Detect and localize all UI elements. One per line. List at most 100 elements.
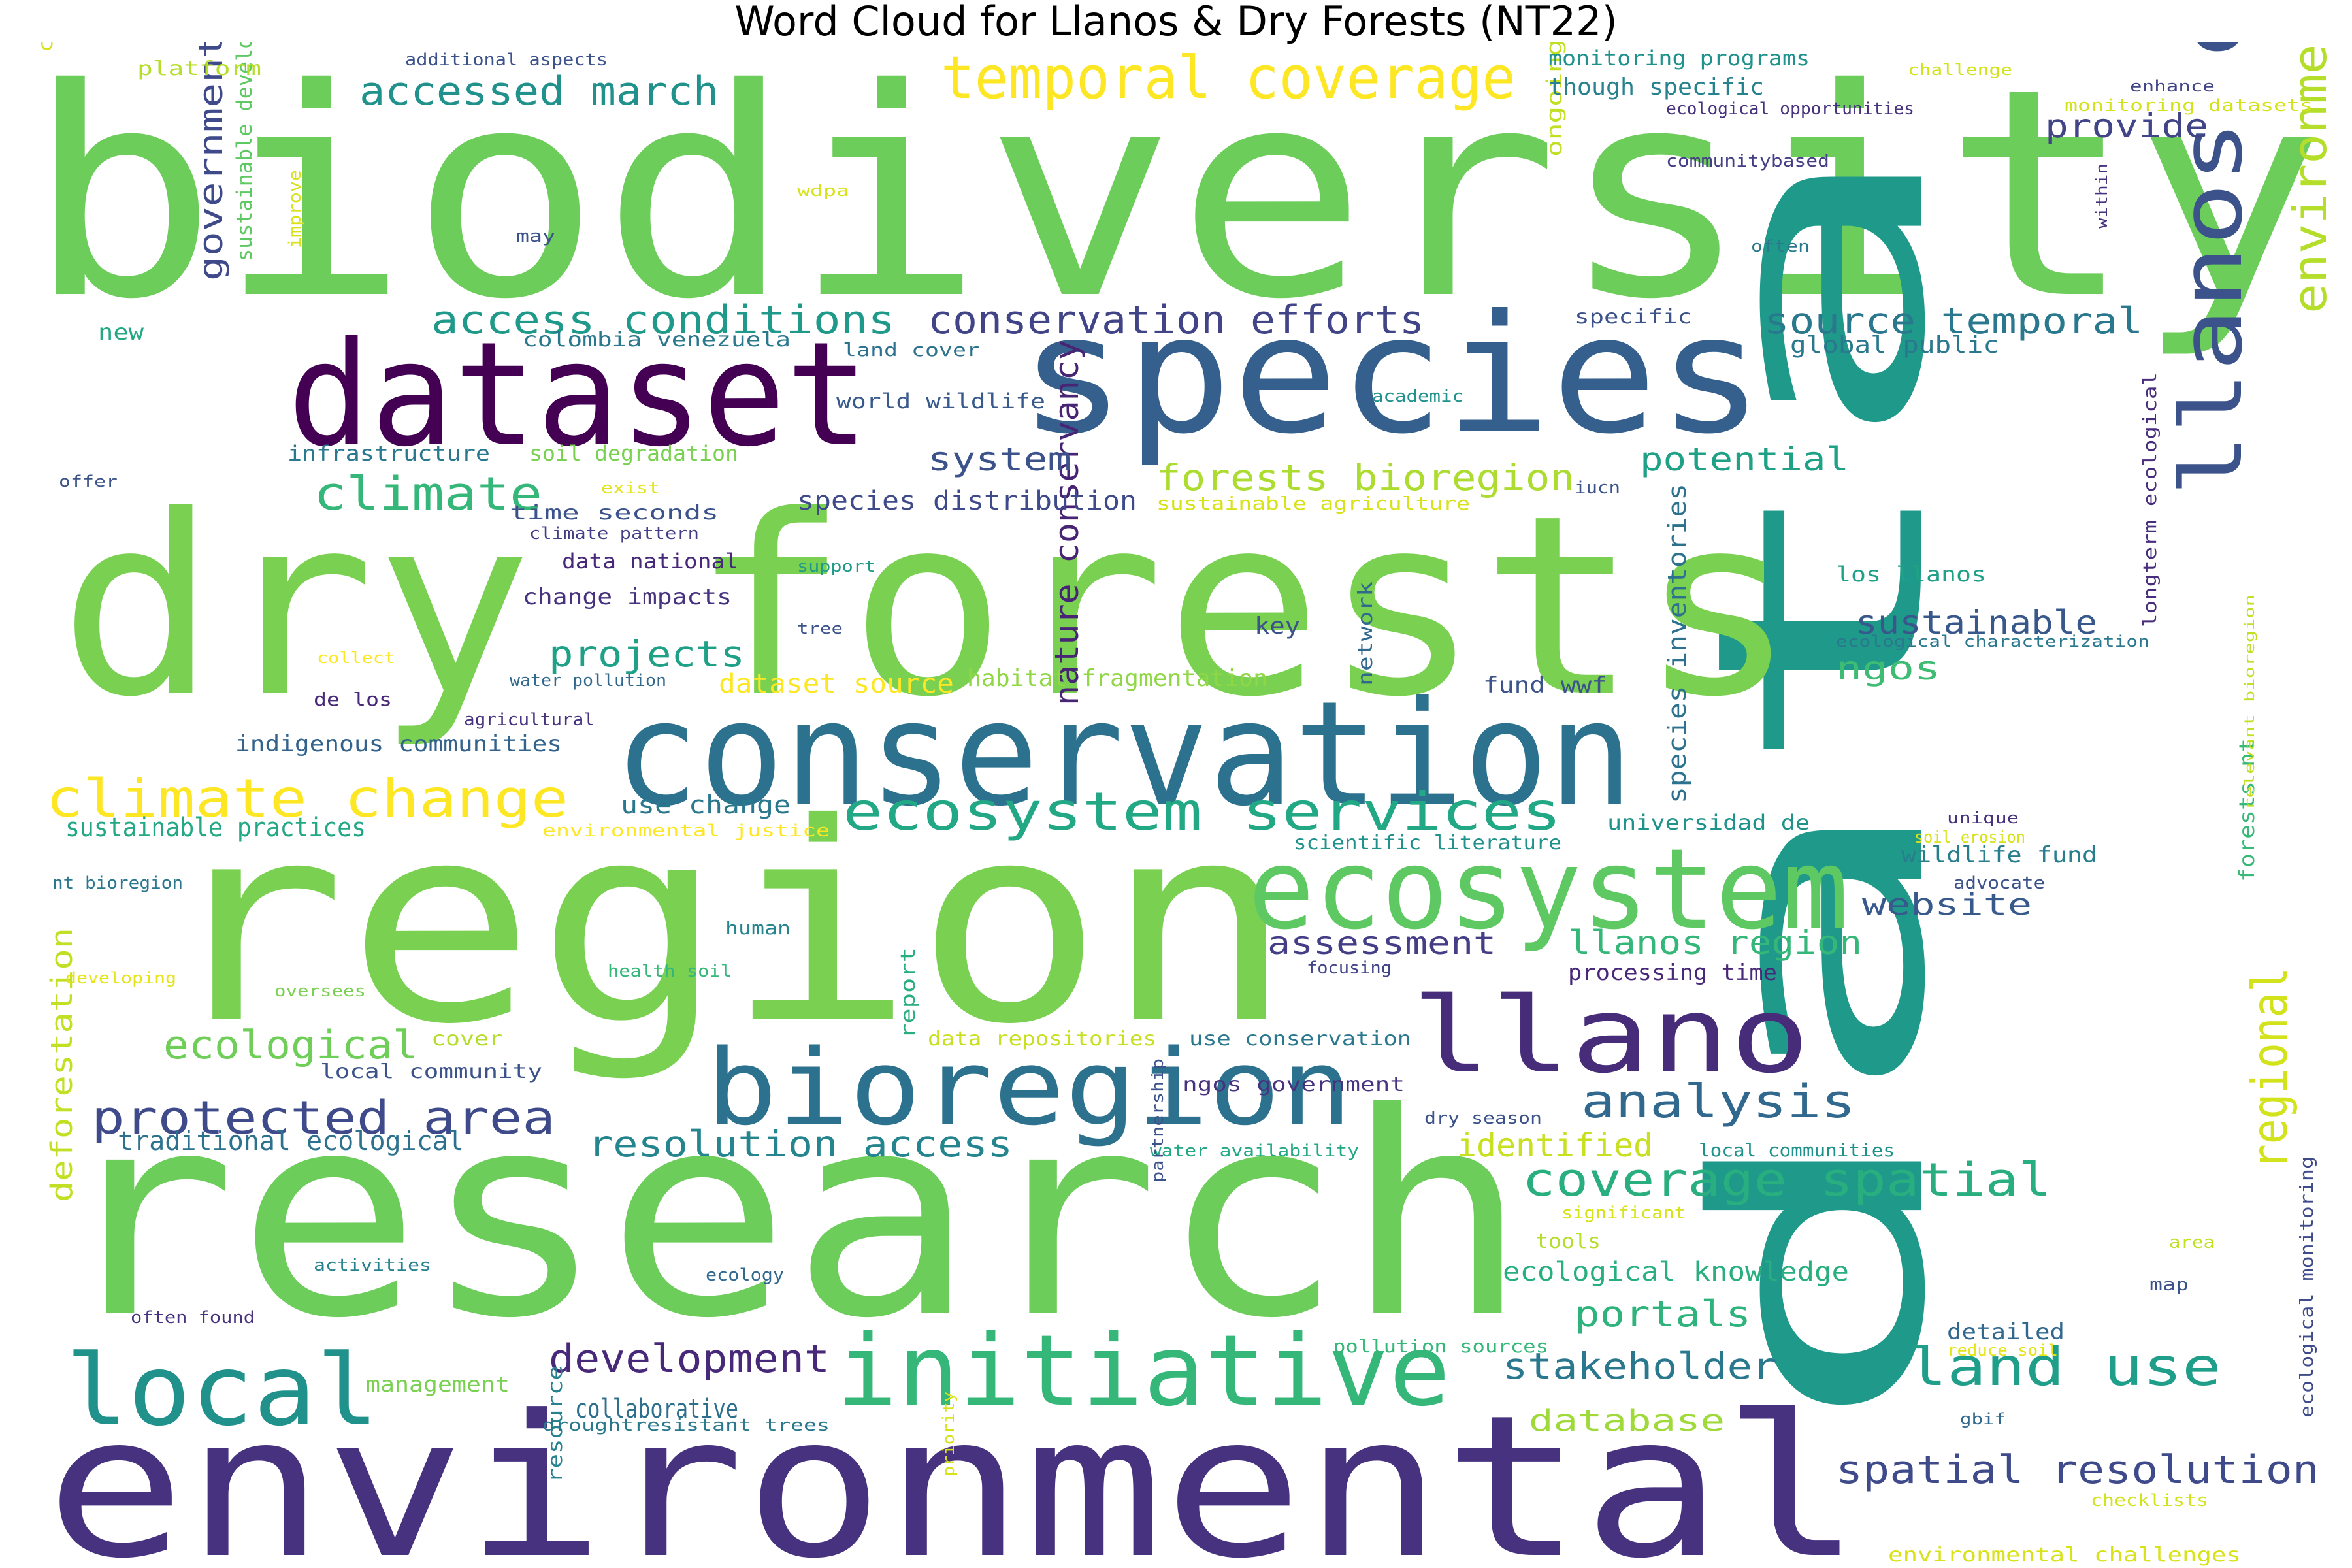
chart-title: Word Cloud for Llanos & Dry Forests (NT2… (734, 0, 1618, 45)
word-bioregion: bioregion (706, 1026, 1352, 1149)
word-conservation: conservation (614, 670, 1633, 838)
word-forests-bioregion: forests bioregion (1156, 457, 1575, 498)
word-climate-pattern: climate pattern (529, 524, 699, 544)
word-habitat-fragmentation: habitat fragmentation (967, 665, 1267, 692)
word-relevant-bioregion: relevant bioregion (2242, 595, 2257, 810)
word-advocate: advocate (1953, 874, 2045, 893)
word-conservation-efforts: conservation efforts (928, 297, 1424, 343)
word-academic: academic (1372, 387, 1463, 406)
word-soil-erosion: soil erosion (1914, 828, 2025, 847)
word-assessment: assessment (1267, 925, 1496, 962)
word-platform: platform (137, 57, 261, 80)
word-monitoring-datasets: monitoring datasets (2065, 96, 2313, 116)
word-communitybased: communitybased (1666, 152, 1829, 171)
word-database: database (1529, 1403, 1725, 1438)
word-offer: offer (59, 472, 118, 491)
word-ecological-knowledge: ecological knowledge (1503, 1257, 1849, 1287)
word-checklists: checklists (2091, 1491, 2208, 1511)
word-environmental-challenges: environmental challenges (1888, 1544, 2241, 1567)
word-challenge: challenge (1908, 61, 2012, 79)
word-spatial-resolution: spatial resolution (1836, 1447, 2319, 1493)
word-water-availability: water availability (1150, 1141, 1359, 1161)
word-ecology: ecology (706, 1266, 784, 1285)
word-biodiversity: biodiversity (26, 42, 2326, 362)
word-sustainable-agriculture: sustainable agriculture (1156, 493, 1470, 514)
word-water-pollution: water pollution (510, 671, 666, 691)
word-use-change: use change (621, 791, 791, 819)
word-dataset: dataset (287, 311, 869, 478)
word-droughtresistant-trees: droughtresistant trees (542, 1416, 830, 1435)
word-time-seconds: time seconds (510, 502, 719, 525)
word-indigenous-communities: indigenous communities (235, 731, 562, 757)
word-temporal-coverage: temporal coverage (941, 44, 1516, 112)
word-scientific-literature: scientific literature (1294, 832, 1561, 855)
word-research: research (52, 1053, 1529, 1380)
word-deforestation: deforestation (44, 928, 79, 1202)
word-sustainable-practices: sustainable practices (65, 813, 366, 843)
word-sustainable-development: sustainable development (232, 42, 257, 261)
word-activities: activities (314, 1256, 431, 1275)
word-within: within (2093, 163, 2111, 229)
word-resolution-access: resolution access (588, 1123, 1013, 1165)
word-network: network (1354, 581, 1377, 686)
word-tree: tree (797, 619, 843, 638)
word-tools: tools (1535, 1230, 1601, 1253)
word-species-distribution: species distribution (797, 486, 1137, 516)
word-llanos-region: llanos region (1568, 924, 1862, 962)
word-collect: collect (317, 649, 395, 667)
word-health-soil: health soil (608, 962, 732, 981)
word-coverage-spatial: coverage spatial (1522, 1153, 2051, 1207)
word-environmental-justice: environmental justice (542, 821, 830, 841)
word-partnership: partnership (1149, 1058, 1167, 1183)
word-dry-season: dry season (1424, 1109, 1542, 1128)
word-oversees: oversees (274, 982, 366, 1000)
word-improve: improve (286, 170, 305, 248)
word-processing-time: processing time (1568, 960, 1777, 986)
word-access-conditions: access conditions (431, 297, 895, 343)
word-nt-bioregion: nt bioregion (52, 874, 183, 893)
word-often: often (1751, 237, 1810, 255)
word-use-conservation: use conservation (1189, 1028, 1411, 1051)
word-ecological-opportunities: ecological opportunities (1666, 99, 1914, 119)
word-additional-aspects: additional aspects (405, 50, 608, 70)
word-potential: potential (1640, 440, 1849, 478)
word-sustainable: sustainable (1855, 604, 2097, 642)
word-unique: unique (1947, 809, 2019, 827)
word-species-inventories: species inventories (1663, 483, 1691, 804)
word-region: region (157, 765, 1294, 1085)
word-resource: resource (544, 1365, 567, 1483)
word-ecosystem-services: ecosystem services (843, 781, 1561, 842)
word-focusing: focusing (1307, 958, 1392, 978)
word-conservation-planning: conservation planning (35, 42, 57, 52)
word-forests-nt: forests nt (2234, 738, 2259, 882)
word-agricultural: agricultural (464, 710, 595, 730)
word-ongoing-global: ongoing global (1542, 42, 1567, 157)
word-support: support (797, 557, 875, 576)
word-data: data (1654, 131, 1989, 1437)
word-area: area (2169, 1233, 2215, 1252)
word-gbif: gbif (1960, 1410, 2006, 1428)
word-key: key (1254, 613, 1300, 640)
word-portals: portals (1575, 1293, 1751, 1335)
word-detailed: detailed (1947, 1319, 2065, 1345)
word-protected-area: protected area (91, 1091, 555, 1145)
word-climate-change: climate change (46, 768, 568, 829)
word-infrastructure: infrastructure (287, 441, 490, 466)
word-analysis: analysis (1581, 1075, 1855, 1128)
word-climate: climate (314, 467, 542, 521)
word-report: report (897, 947, 920, 1039)
word-wildlife-fund: wildlife fund (1901, 842, 2097, 868)
word-specific: specific (1575, 306, 1692, 329)
word-map: map (2149, 1275, 2189, 1295)
word-local: local (65, 1334, 379, 1448)
word-reduce-soil: reduce soil (1947, 1341, 2058, 1360)
word-provide: provide (2045, 107, 2208, 145)
word-dataset-source: dataset source (719, 669, 954, 699)
word-traditional-ecological: traditional ecological (118, 1126, 464, 1156)
word-species: species (1019, 280, 1764, 470)
word-iucn: iucn (1575, 478, 1620, 498)
word-universidad-de: universidad de (1607, 810, 1810, 835)
word-los-llanos: los llanos (1836, 562, 1986, 587)
word-data-repositories: data repositories (928, 1028, 1156, 1051)
